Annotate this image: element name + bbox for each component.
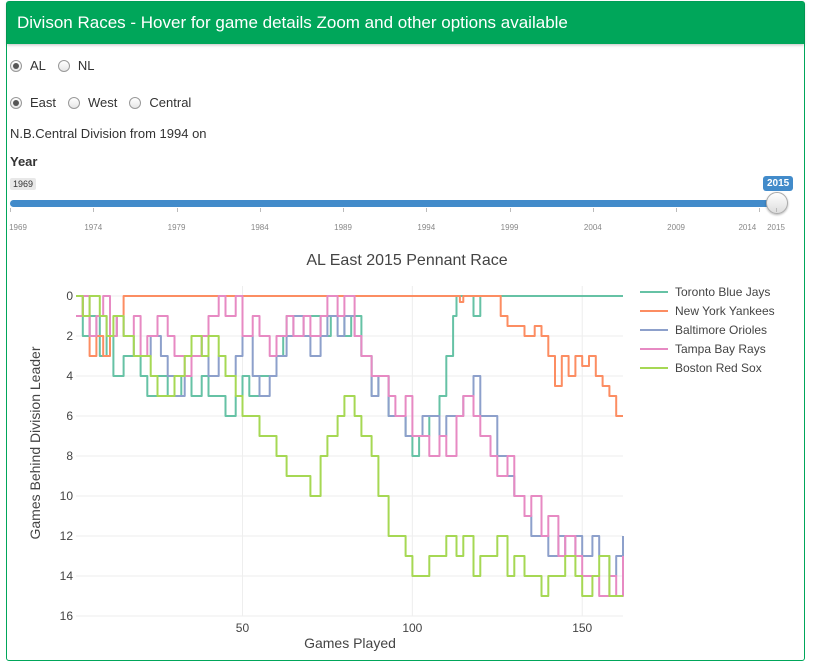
series-line[interactable] (76, 295, 623, 597)
x-tick-label: 100 (402, 621, 422, 635)
legend-entry[interactable]: Tampa Bay Rays (675, 342, 766, 356)
radio-al-label: AL (30, 58, 46, 73)
radio-al[interactable]: AL (10, 58, 46, 73)
slider-tick-label: 1989 (334, 223, 352, 232)
panel-header: Divison Races - Hover for game details Z… (7, 2, 804, 44)
y-tick-label: 10 (60, 489, 74, 503)
slider-value-label: 2015 (763, 176, 794, 191)
slider-tick (776, 208, 777, 212)
radio-west-label: West (88, 95, 118, 110)
slider-tick-label: 1969 (9, 223, 27, 232)
year-slider-handle[interactable] (766, 192, 788, 214)
radio-nl-label: NL (77, 58, 95, 73)
slider-min-label: 1969 (10, 178, 37, 190)
radio-nl[interactable]: NL (57, 58, 95, 73)
series-line[interactable] (76, 295, 624, 597)
y-axis: 0 2 4 6 8 10 12 14 16 (60, 289, 74, 623)
slider-tick (259, 208, 261, 212)
y-tick-label: 6 (66, 409, 73, 423)
slider-tick-label: 2015 (767, 223, 785, 232)
y-tick-label: 2 (66, 329, 73, 343)
slider-tick (759, 208, 761, 212)
chart-series-lines[interactable] (76, 295, 624, 597)
league-radio-group: AL NL (10, 58, 107, 73)
radio-west-indicator[interactable] (68, 96, 81, 109)
series-line[interactable] (76, 315, 624, 577)
y-tick-label: 4 (66, 369, 73, 383)
radio-east-indicator[interactable] (10, 96, 22, 109)
x-axis: 50 100 150 (236, 621, 593, 635)
year-slider-track[interactable] (10, 200, 776, 207)
slider-tick-label: 1974 (84, 223, 103, 232)
slider-tick-label: 1994 (417, 223, 436, 232)
radio-central[interactable]: Central (129, 95, 191, 110)
slider-tick (10, 208, 11, 212)
radio-central-indicator[interactable] (129, 96, 142, 109)
legend-entry[interactable]: Baltimore Orioles (675, 323, 767, 337)
legend-entry[interactable]: Toronto Blue Jays (675, 285, 770, 299)
slider-tick (426, 208, 428, 212)
year-slider-ticks: 1969 1974 1979 1984 1989 1994 1999 2004 2009 2014… (9, 208, 785, 232)
x-tick-label: 50 (236, 621, 250, 635)
radio-al-indicator[interactable] (10, 59, 22, 72)
legend-entry[interactable]: Boston Red Sox (675, 361, 762, 375)
y-tick-label: 16 (60, 609, 74, 623)
radio-nl-indicator[interactable] (57, 59, 70, 72)
y-tick-label: 12 (60, 529, 74, 543)
radio-east[interactable]: East (10, 95, 56, 110)
slider-tick (176, 208, 178, 212)
slider-tick-label: 2004 (583, 223, 602, 232)
slider-tick (93, 208, 95, 212)
chart-legend[interactable]: Toronto Blue Jays New York Yankees Baltimo… (640, 285, 775, 375)
slider-tick (343, 208, 345, 212)
division-note: N.B.Central Division from 1994 on (10, 126, 207, 141)
y-axis-label: Games Behind Division Leader (27, 346, 43, 539)
panel-title: Divison Races - Hover for game details Z… (17, 13, 568, 32)
slider-tick (509, 208, 511, 212)
chart-title: AL East 2015 Pennant Race (306, 252, 507, 269)
x-axis-label: Games Played (304, 635, 396, 651)
y-tick-label: 14 (60, 569, 74, 583)
year-label: Year (10, 154, 38, 169)
slider-tick-label: 2014 (738, 223, 757, 232)
legend-entry[interactable]: New York Yankees (675, 304, 775, 318)
slider-tick (676, 208, 678, 212)
slider-tick-label: 2009 (667, 223, 685, 232)
division-radio-group: East West Central (10, 95, 203, 110)
y-tick-label: 8 (66, 449, 73, 463)
radio-west[interactable]: West (68, 95, 117, 110)
slider-tick-label: 1999 (500, 223, 519, 232)
slider-tick-label: 1984 (250, 223, 269, 232)
slider-tick (592, 208, 594, 212)
radio-east-label: East (30, 95, 57, 110)
pennant-race-chart[interactable]: AL East 2015 Pennant Race 0246810121416 … (0, 243, 813, 663)
radio-central-label: Central (149, 95, 192, 110)
x-tick-label: 150 (572, 621, 592, 635)
y-tick-label: 0 (66, 289, 73, 303)
slider-tick-label: 1979 (167, 223, 186, 232)
series-line[interactable] (76, 295, 623, 417)
